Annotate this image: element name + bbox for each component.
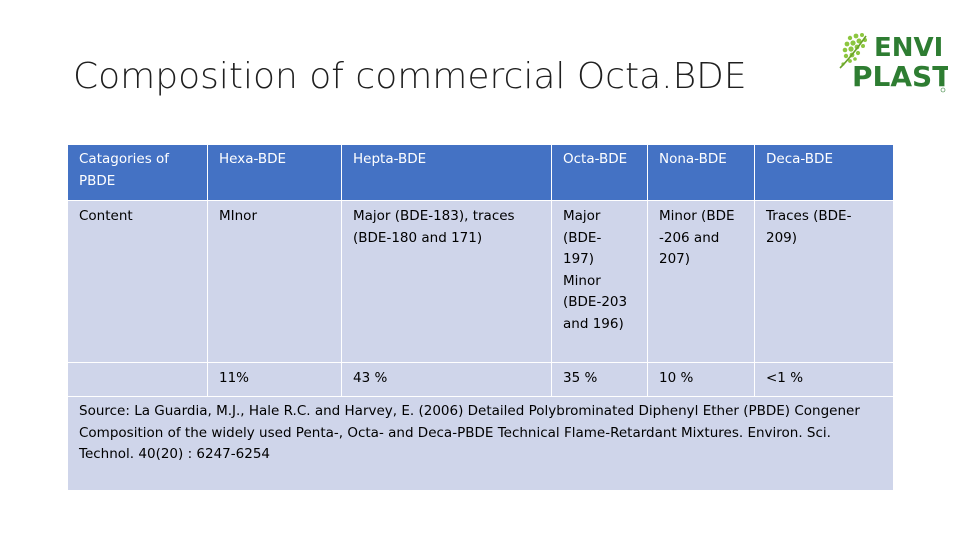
table-row-source: Source: La Guardia, M.J., Hale R.C. and …: [67, 396, 894, 491]
content-hepta-cell: Major (BDE-183), traces (BDE-180 and 171…: [341, 200, 552, 363]
percent-label-cell: [67, 362, 208, 397]
table-header-row: Catagories of PBDE Hexa-BDE Hepta-BDE Oc…: [67, 144, 894, 201]
header-cell-nona: Nona-BDE: [647, 144, 755, 201]
slide-title: Composition of commercial Octa.BDE: [73, 56, 747, 97]
content-nona-cell: Minor (BDE -206 and 207): [647, 200, 755, 363]
percent-deca-cell: <1 %: [754, 362, 894, 397]
percent-hepta-cell: 43 %: [341, 362, 552, 397]
percent-nona-cell: 10 %: [647, 362, 755, 397]
header-cell-categories: Catagories of PBDE: [67, 144, 208, 201]
header-cell-hepta: Hepta-BDE: [341, 144, 552, 201]
svg-text:ENVI: ENVI: [874, 33, 943, 63]
header-cell-octa: Octa-BDE: [551, 144, 648, 201]
composition-table: Catagories of PBDE Hexa-BDE Hepta-BDE Oc…: [67, 144, 894, 491]
table-row-content: Content MInor Major (BDE-183), traces (B…: [67, 200, 894, 363]
table-row-percent: 11% 43 % 35 % 10 % <1 %: [67, 362, 894, 397]
header-cell-hexa: Hexa-BDE: [207, 144, 342, 201]
content-octa-cell: Major (BDE- 197) Minor (BDE-203 and 196): [551, 200, 648, 363]
header-cell-deca: Deca-BDE: [754, 144, 894, 201]
percent-octa-cell: 35 %: [551, 362, 648, 397]
svg-text:PLAST: PLAST: [852, 60, 948, 93]
content-label-cell: Content: [67, 200, 208, 363]
enviplast-logo: ENVI PLAST: [836, 24, 948, 100]
source-citation: Source: La Guardia, M.J., Hale R.C. and …: [67, 396, 894, 491]
percent-hexa-cell: 11%: [207, 362, 342, 397]
leaf-icon: ENVI PLAST: [839, 33, 948, 93]
content-deca-cell: Traces (BDE- 209): [754, 200, 894, 363]
content-hexa-cell: MInor: [207, 200, 342, 363]
